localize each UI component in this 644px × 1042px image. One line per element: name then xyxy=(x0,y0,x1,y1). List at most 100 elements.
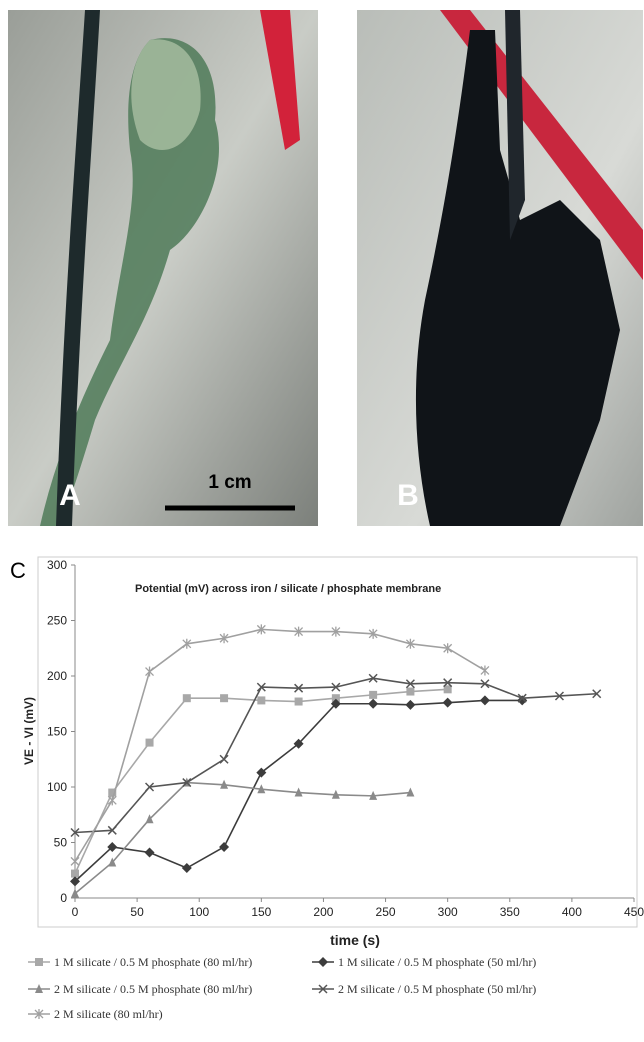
marker xyxy=(293,738,304,749)
marker xyxy=(405,638,415,649)
marker xyxy=(70,876,80,887)
chart-title: Potential (mV) across iron / silicate / … xyxy=(135,583,441,595)
x-tick-label: 400 xyxy=(562,905,582,919)
y-tick-label: 100 xyxy=(47,780,67,794)
marker xyxy=(331,789,340,799)
y-tick-label: 50 xyxy=(54,836,68,850)
photo-b: B xyxy=(357,10,643,526)
marker xyxy=(442,697,453,708)
legend-label: 1 M silicate / 0.5 M phosphate (50 ml/hr… xyxy=(338,955,536,969)
marker xyxy=(331,626,341,637)
marker xyxy=(406,687,415,696)
marker xyxy=(256,767,267,778)
y-tick-label: 0 xyxy=(60,891,67,905)
panel-label: A xyxy=(59,479,81,512)
scale-bar-label: 1 cm xyxy=(208,472,251,493)
marker xyxy=(480,665,490,676)
marker xyxy=(107,795,117,806)
chart-frame xyxy=(37,556,638,928)
marker xyxy=(219,633,229,644)
series-line xyxy=(74,781,411,895)
x-tick-label: 50 xyxy=(130,905,144,919)
marker xyxy=(331,682,341,692)
marker xyxy=(517,693,527,703)
marker xyxy=(256,682,266,692)
x-tick-label: 350 xyxy=(500,905,520,919)
marker xyxy=(405,699,416,710)
x-tick-label: 450 xyxy=(624,905,644,919)
y-tick-label: 250 xyxy=(47,614,67,628)
marker xyxy=(71,869,79,878)
y-tick-label: 300 xyxy=(47,558,67,572)
legend-label: 2 M silicate / 0.5 M phosphate (50 ml/hr… xyxy=(338,982,536,996)
marker xyxy=(294,626,304,637)
x-tick-label: 250 xyxy=(376,905,396,919)
marker xyxy=(182,778,192,788)
y-axis-label: VE - VI (mV) xyxy=(22,697,36,765)
marker xyxy=(107,841,118,852)
marker xyxy=(108,788,117,797)
x-axis-label: time (s) xyxy=(330,932,380,948)
marker xyxy=(145,814,154,824)
x-tick-label: 0 xyxy=(72,905,79,919)
marker xyxy=(294,787,303,797)
marker xyxy=(219,841,230,852)
marker xyxy=(443,678,453,688)
marker xyxy=(405,679,415,689)
x-tick-label: 100 xyxy=(189,905,209,919)
marker xyxy=(443,685,452,694)
marker xyxy=(145,738,154,747)
marker xyxy=(330,698,341,709)
x-tick-label: 150 xyxy=(251,905,271,919)
marker xyxy=(479,695,490,706)
marker xyxy=(294,683,304,693)
marker xyxy=(35,958,43,966)
marker xyxy=(70,827,80,838)
marker xyxy=(257,696,266,705)
y-tick-label: 200 xyxy=(47,669,67,683)
marker xyxy=(219,754,229,764)
marker xyxy=(70,856,80,867)
series-line xyxy=(74,628,486,862)
marker xyxy=(144,847,155,858)
legend-label: 2 M silicate (80 ml/hr) xyxy=(54,1007,163,1021)
marker xyxy=(368,628,378,639)
marker xyxy=(107,825,117,835)
marker xyxy=(145,666,154,677)
y-tick-label: 150 xyxy=(47,725,67,739)
marker xyxy=(257,784,266,794)
marker xyxy=(256,624,266,635)
marker xyxy=(220,779,229,789)
marker xyxy=(406,787,415,797)
marker xyxy=(34,1009,44,1019)
marker xyxy=(368,698,379,709)
panel-label: B xyxy=(397,479,419,512)
marker xyxy=(35,984,43,993)
marker xyxy=(318,984,328,994)
marker xyxy=(443,643,453,654)
marker xyxy=(592,689,602,699)
marker xyxy=(369,690,378,699)
marker xyxy=(369,790,378,800)
marker xyxy=(318,957,328,967)
marker xyxy=(181,863,192,874)
panel-label: C xyxy=(10,558,26,583)
x-tick-label: 300 xyxy=(438,905,458,919)
marker xyxy=(71,888,79,898)
legend-label: 2 M silicate / 0.5 M phosphate (80 ml/hr… xyxy=(54,982,252,996)
photo-a: 1 cm A xyxy=(8,10,318,527)
marker xyxy=(182,638,192,649)
marker xyxy=(220,694,229,703)
marker xyxy=(108,857,117,867)
marker xyxy=(294,697,303,706)
marker xyxy=(554,691,564,701)
marker xyxy=(331,694,340,703)
x-tick-label: 200 xyxy=(313,905,333,919)
marker xyxy=(480,679,490,689)
series-line xyxy=(74,688,448,874)
marker xyxy=(145,782,155,792)
marker xyxy=(182,694,191,703)
marker xyxy=(368,673,378,683)
